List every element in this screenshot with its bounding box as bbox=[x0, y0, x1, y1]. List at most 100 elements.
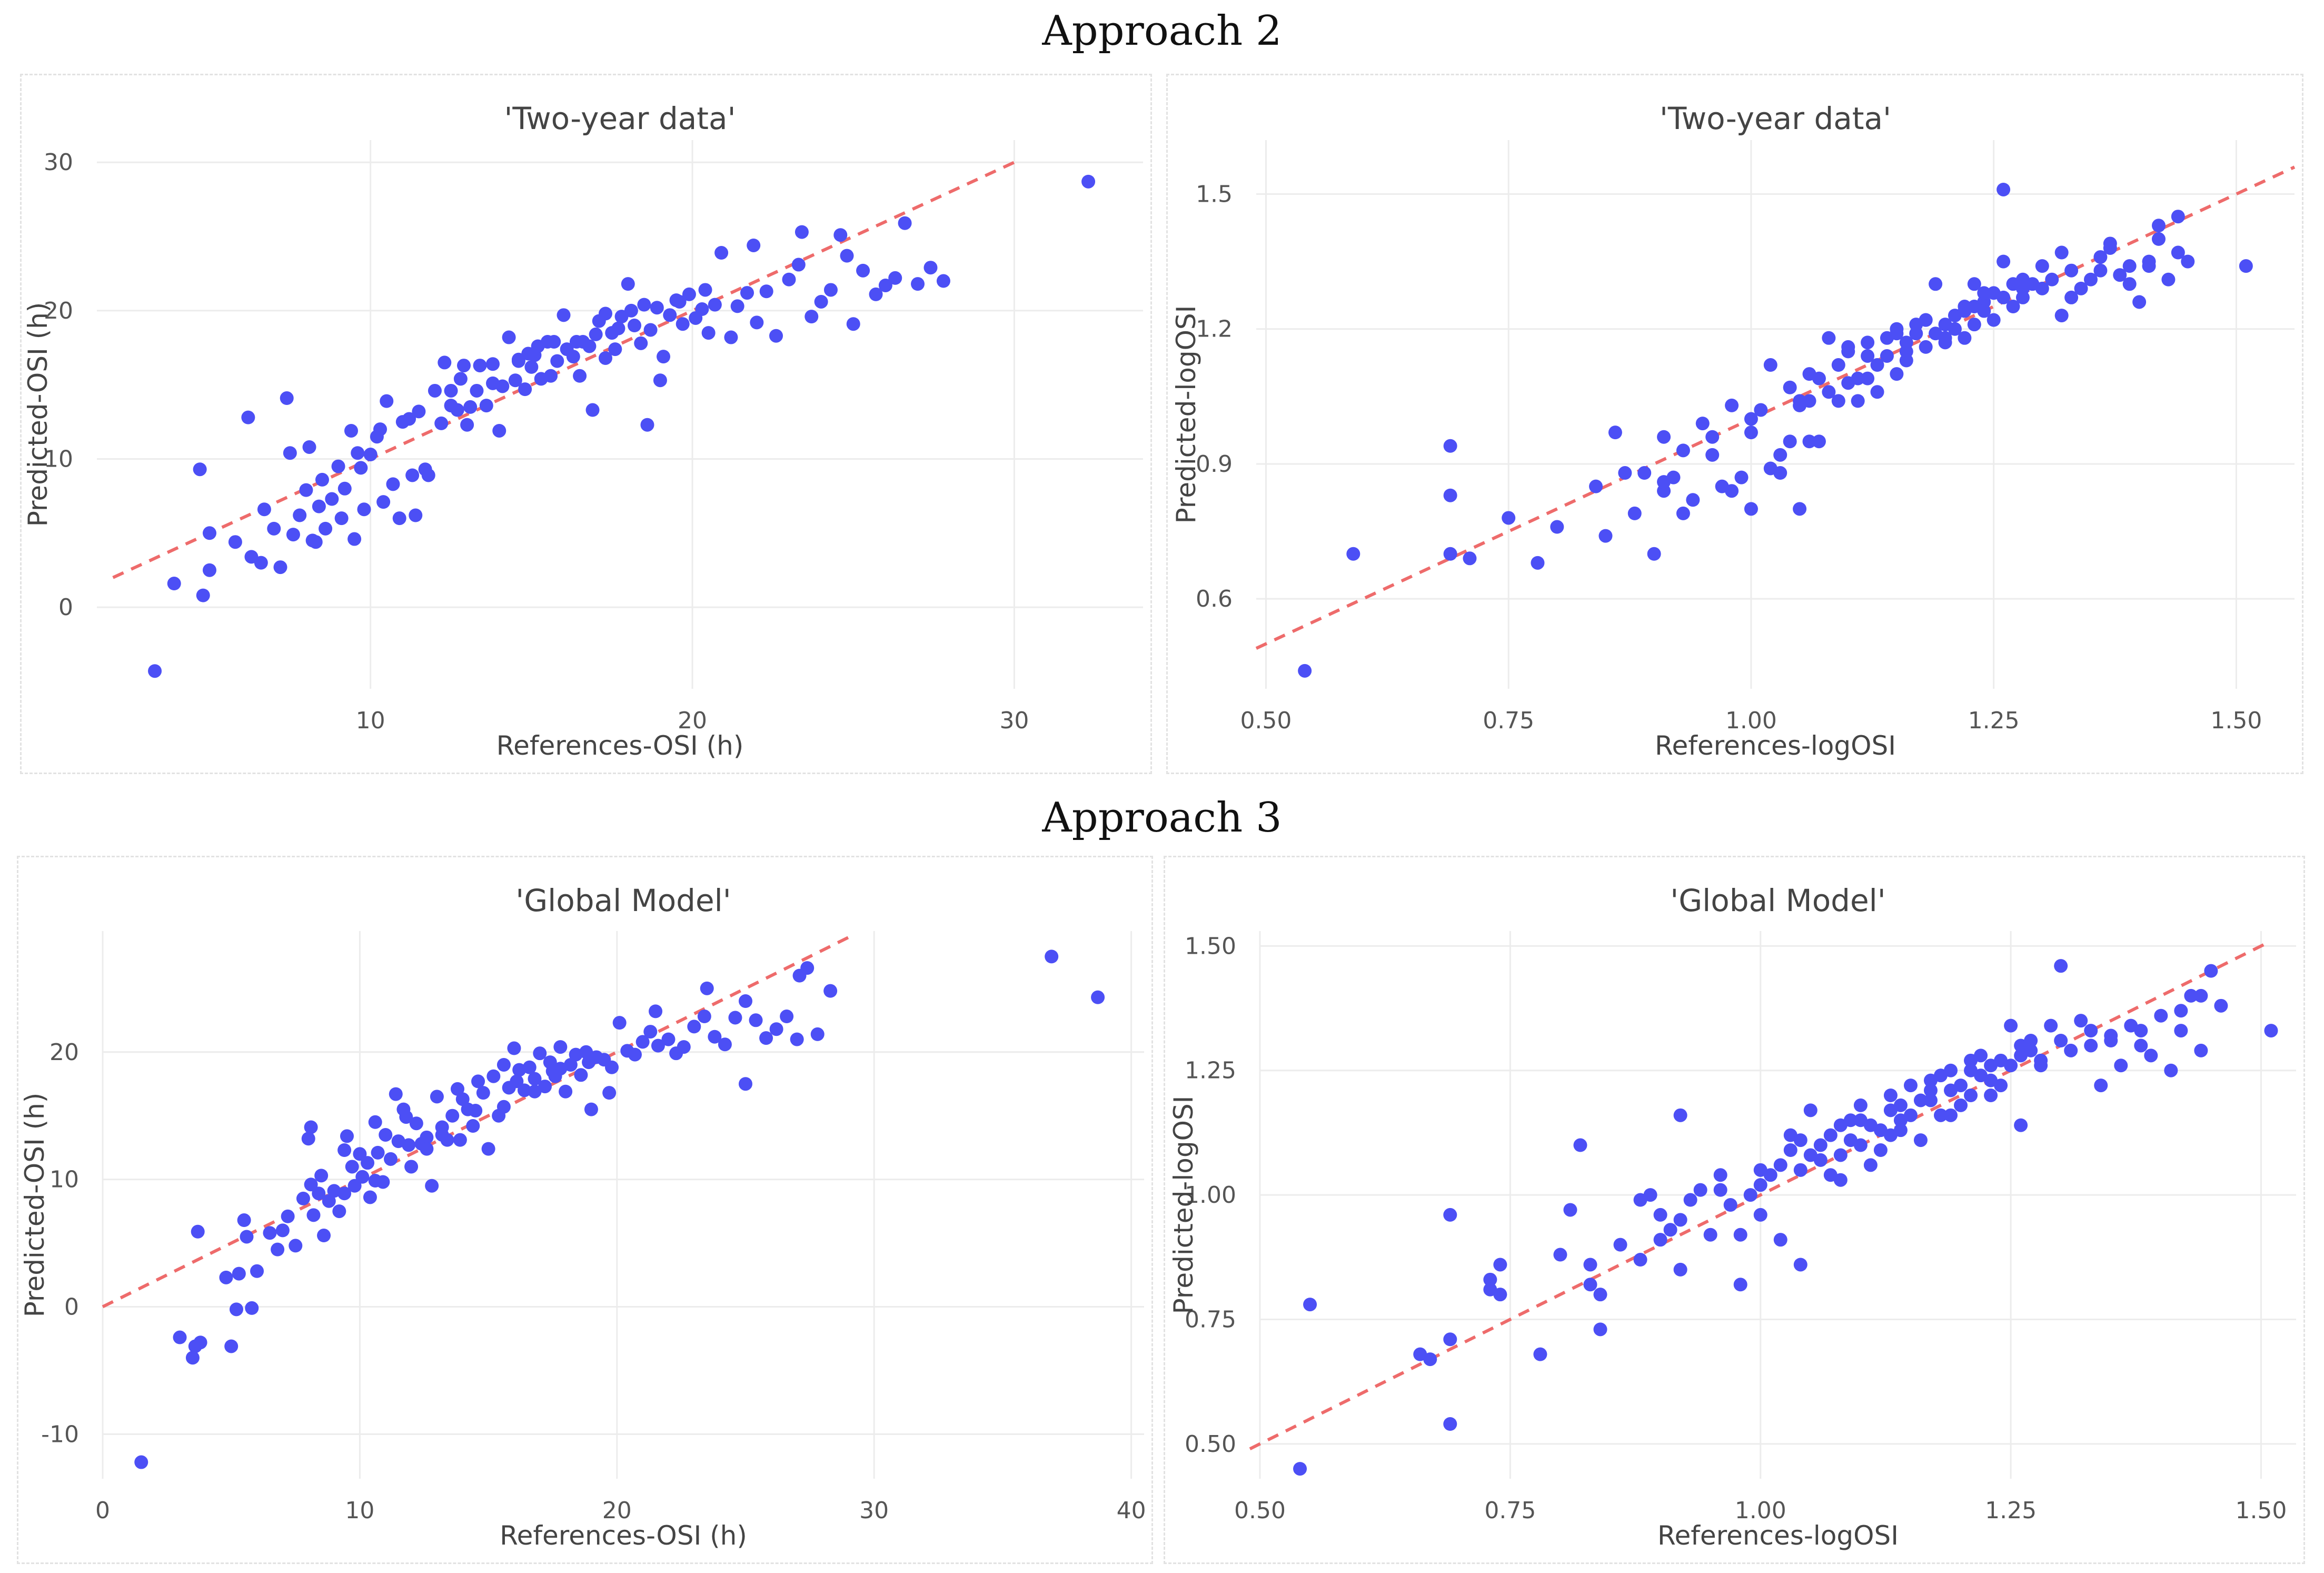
data-point bbox=[1890, 367, 1904, 381]
data-point bbox=[1673, 1262, 1687, 1277]
data-point bbox=[1813, 1138, 1828, 1152]
data-point bbox=[833, 228, 848, 242]
data-point bbox=[649, 1004, 663, 1018]
data-point bbox=[473, 359, 487, 373]
data-point bbox=[1802, 434, 1816, 449]
x-tick-label: 10 bbox=[356, 707, 385, 734]
data-point bbox=[380, 394, 394, 408]
data-point bbox=[237, 1213, 251, 1228]
data-point bbox=[402, 1138, 416, 1152]
data-point bbox=[2134, 1024, 2148, 1038]
data-point bbox=[1673, 1108, 1687, 1122]
data-point bbox=[2134, 1038, 2148, 1053]
data-point bbox=[1443, 1208, 1457, 1222]
data-point bbox=[521, 347, 535, 361]
data-point bbox=[1899, 344, 1913, 359]
data-point bbox=[1583, 1278, 1597, 1292]
data-point bbox=[301, 1132, 315, 1146]
data-point bbox=[351, 446, 365, 460]
data-point bbox=[2054, 959, 2068, 973]
data-point bbox=[224, 1339, 239, 1353]
data-point bbox=[602, 1086, 617, 1100]
data-point bbox=[1873, 1143, 1888, 1157]
data-point bbox=[496, 1057, 511, 1072]
data-point bbox=[2004, 1058, 2018, 1073]
data-point bbox=[2014, 1038, 2028, 1053]
data-point bbox=[1841, 340, 1855, 354]
data-point bbox=[533, 1046, 547, 1061]
data-point bbox=[1647, 547, 1661, 561]
data-point bbox=[1938, 331, 1952, 345]
data-point bbox=[1733, 1278, 1747, 1292]
data-point bbox=[840, 249, 854, 263]
data-point bbox=[312, 499, 326, 513]
data-point bbox=[2084, 1024, 2098, 1038]
chart-panel-two-year-logosi: 'Two-year data' 0.50 0.75 1.00 1.25 1.50 0.6 0.… bbox=[1166, 74, 2303, 774]
data-point bbox=[1298, 664, 1312, 678]
x-axis-label: References-OSI (h) bbox=[500, 1520, 747, 1551]
data-point bbox=[1443, 1332, 1457, 1347]
data-point bbox=[2122, 259, 2137, 273]
data-point bbox=[332, 1204, 346, 1219]
data-point bbox=[769, 329, 783, 343]
data-point bbox=[1923, 1093, 1938, 1107]
data-point bbox=[730, 299, 744, 313]
data-point bbox=[528, 1084, 542, 1099]
data-point bbox=[357, 502, 371, 517]
data-point bbox=[486, 376, 500, 390]
data-point bbox=[2034, 1058, 2048, 1073]
data-point bbox=[347, 1179, 362, 1193]
data-point bbox=[790, 1032, 804, 1046]
data-point bbox=[923, 261, 938, 275]
data-point bbox=[399, 1110, 413, 1124]
data-point bbox=[286, 528, 300, 542]
data-point bbox=[1944, 1063, 1958, 1077]
data-point bbox=[228, 535, 242, 549]
data-point bbox=[1443, 488, 1457, 502]
data-point bbox=[687, 1020, 701, 1034]
data-point bbox=[2015, 290, 2030, 304]
data-point bbox=[1493, 1288, 1507, 1302]
data-point bbox=[2214, 998, 2228, 1013]
data-point bbox=[1733, 1228, 1747, 1242]
data-point bbox=[2004, 1018, 2018, 1033]
data-point bbox=[598, 351, 612, 365]
data-point bbox=[257, 502, 271, 517]
data-point bbox=[888, 271, 902, 285]
data-point bbox=[1423, 1352, 1437, 1367]
data-point bbox=[823, 283, 838, 297]
data-point bbox=[512, 1063, 527, 1077]
data-point bbox=[405, 468, 420, 482]
data-point bbox=[344, 423, 358, 438]
data-point bbox=[1633, 1253, 1647, 1267]
data-point bbox=[810, 1027, 825, 1041]
data-point bbox=[453, 372, 468, 386]
data-point bbox=[1613, 1238, 1627, 1252]
data-point bbox=[1831, 394, 1845, 408]
data-point bbox=[2015, 272, 2030, 286]
data-point bbox=[404, 1160, 419, 1174]
data-point bbox=[643, 1025, 658, 1039]
data-point bbox=[250, 1264, 264, 1278]
x-tick-label: 1.00 bbox=[1735, 1497, 1786, 1524]
data-point bbox=[229, 1302, 243, 1317]
chart-panel-global-osi: 'Global Model' 0 10 20 30 40 -10 0 10 20 Reference… bbox=[17, 856, 1153, 1564]
data-point bbox=[355, 1170, 370, 1184]
y-tick-label: 0.75 bbox=[1185, 1306, 1236, 1333]
data-point bbox=[420, 1142, 434, 1156]
data-point bbox=[2035, 281, 2049, 295]
data-point bbox=[1483, 1272, 1497, 1287]
data-point bbox=[624, 303, 638, 318]
data-point bbox=[510, 1074, 524, 1089]
y-tick-label: 1.5 bbox=[1196, 181, 1233, 207]
data-point bbox=[486, 357, 500, 371]
data-point bbox=[1890, 327, 1904, 341]
data-point bbox=[1919, 313, 1933, 327]
data-point bbox=[1964, 1089, 1978, 1102]
data-point bbox=[653, 373, 667, 388]
data-point bbox=[273, 560, 287, 575]
data-point bbox=[2122, 277, 2137, 291]
data-point bbox=[1463, 551, 1477, 566]
y-tick-label: -10 bbox=[41, 1421, 79, 1448]
data-point bbox=[1793, 1163, 1807, 1177]
